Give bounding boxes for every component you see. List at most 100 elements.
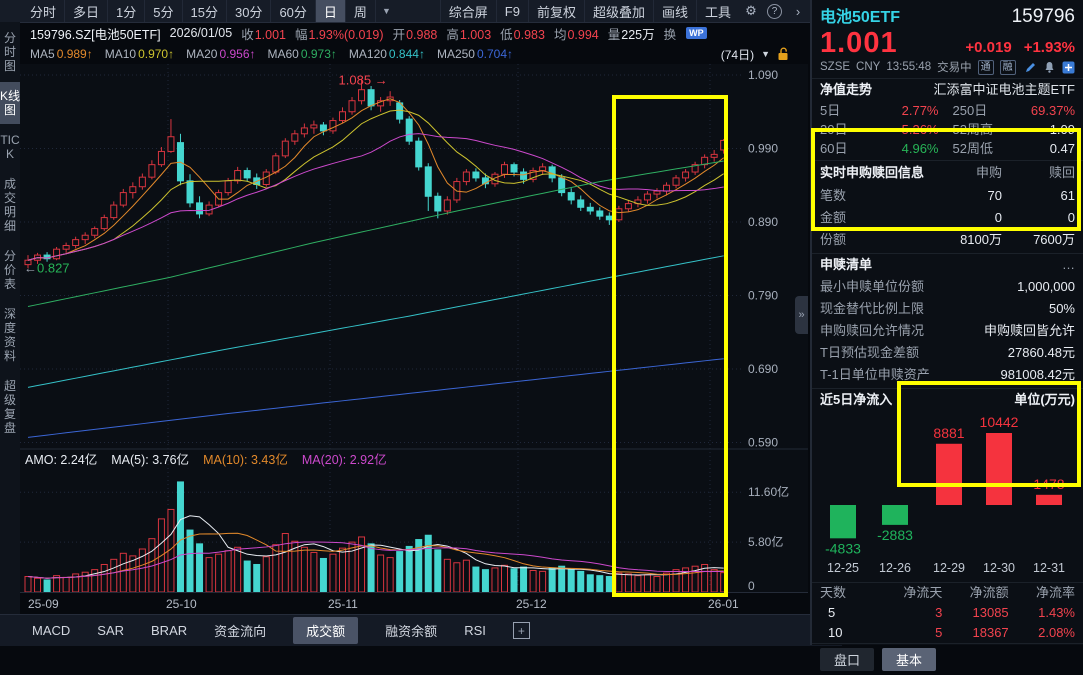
open-field: 开0.988 <box>392 27 438 42</box>
nav-row: 60日 4.96% 52周低 0.47 <box>820 141 1075 156</box>
sidebar-item-kline-selected[interactable]: K线图 <box>0 82 20 124</box>
tab-turnover-selected[interactable]: 成交额 <box>293 617 359 644</box>
quote-header: 电池50ETF 159796 1.001 +0.019 +1.93% SZSE … <box>812 0 1083 78</box>
more-icon[interactable]: … <box>1062 257 1075 272</box>
forward-adjust-button[interactable]: 前复权 <box>527 0 584 22</box>
tab-weekly[interactable]: 周 <box>346 0 376 22</box>
symbol-label: 159796.SZ[电池50ETF] <box>30 27 161 42</box>
x-tick: 25-09 <box>28 597 59 611</box>
svg-text:5.80亿: 5.80亿 <box>748 534 783 549</box>
svg-text:-4833: -4833 <box>825 540 861 556</box>
tab-order-book[interactable]: 盘口 <box>820 648 875 671</box>
tab-macd[interactable]: MACD <box>32 623 71 638</box>
tab-basic-selected[interactable]: 基本 <box>882 648 937 671</box>
help-icon[interactable]: ? <box>767 3 782 19</box>
price-change-pct: +1.93% <box>1023 39 1075 56</box>
draw-line-button[interactable]: 画线 <box>652 0 696 22</box>
svg-text:1.090: 1.090 <box>748 68 778 82</box>
f9-button[interactable]: F9 <box>495 0 528 22</box>
tab-rsi[interactable]: RSI <box>464 623 486 638</box>
sidebar-item-trade-detail[interactable]: 成交明细 <box>3 177 16 233</box>
tab-30min[interactable]: 30分 <box>227 0 272 22</box>
svg-text:12-26: 12-26 <box>879 561 911 575</box>
composite-screen-button[interactable]: 综合屏 <box>439 0 496 22</box>
sidebar-item-price-table[interactable]: 分价表 <box>3 249 16 291</box>
left-sidebar: 分时图 K线图 TICK 成交明细 分价表 深度资料 超级复盘 <box>0 22 20 614</box>
unlock-icon[interactable] <box>777 47 790 61</box>
alert-bell-icon[interactable] <box>1043 61 1056 74</box>
ma120-item: MA120 0.844↑ <box>348 47 425 61</box>
svg-text:12-31: 12-31 <box>1033 561 1065 575</box>
subscribe-col-header: 申购 <box>975 165 1002 180</box>
tab-multiday[interactable]: 多日 <box>65 0 109 22</box>
realtime-section-title: 实时申购赎回信息 <box>820 165 925 180</box>
period-selector[interactable]: (74日) ▼ <box>721 46 818 63</box>
realtime-row-shares: 份额 8100万 7600万 <box>820 232 1075 247</box>
table-row: 10 5 18367 2.08% <box>828 625 1075 640</box>
etf-name: 电池50ETF <box>820 9 901 26</box>
connect-badge: 通 <box>977 59 994 75</box>
tab-sar[interactable]: SAR <box>97 623 125 638</box>
trading-status: 交易中 <box>937 62 972 74</box>
x-tick: 25-10 <box>166 597 197 611</box>
tab-15min[interactable]: 15分 <box>183 0 227 22</box>
nav-row: 20日 5.26% 52周高 1.09 <box>820 122 1075 137</box>
svg-text:0.790: 0.790 <box>748 289 778 303</box>
add-indicator-icon[interactable]: + <box>512 622 530 639</box>
ma60-item: MA60 0.973↑ <box>267 47 337 61</box>
tab-fenshi[interactable]: 分时 <box>22 0 66 22</box>
tools-button[interactable]: 工具 <box>695 0 739 22</box>
svg-text:8881: 8881 <box>933 425 964 441</box>
nav-section-title[interactable]: 净值走势 <box>820 82 873 97</box>
list-row: T日预估现金差额 27860.48元 <box>820 345 1075 360</box>
sidebar-item-tick[interactable]: TICK <box>0 133 20 161</box>
edit-pencil-icon[interactable] <box>1024 61 1037 74</box>
kline-svg[interactable]: 1.090 0.990 0.890 0.790 0.690 0.590 11.60亿 5.80… <box>20 64 808 593</box>
sidebar-item-depth-info[interactable]: 深度资料 <box>3 307 16 363</box>
amo-ma10: MA(10): 3.43亿 <box>203 453 288 467</box>
exchange-label: SZSE <box>820 61 851 73</box>
sidebar-item-timeshare[interactable]: 分时图 <box>3 31 16 73</box>
tab-money-flow[interactable]: 资金流向 <box>214 624 267 639</box>
etf-code: 159796 <box>1011 6 1075 27</box>
tab-daily-selected[interactable]: 日 <box>315 0 346 22</box>
x-axis: 25-09 25-10 25-11 25-12 26-01 <box>20 592 808 615</box>
amo-value: AMO: 2.24亿 <box>25 453 98 467</box>
tab-brar[interactable]: BRAR <box>151 623 188 638</box>
quote-time: 13:55:48 <box>886 61 932 73</box>
svg-text:-2883: -2883 <box>877 527 913 543</box>
svg-text:0.590: 0.590 <box>748 436 778 450</box>
ma5-item: MA5 0.989↑ <box>30 47 93 61</box>
candlestick-layer <box>24 78 728 593</box>
list-section-title: 申赎清单 <box>820 257 873 272</box>
svg-text:10442: 10442 <box>980 414 1019 430</box>
low-field: 低0.983 <box>500 27 545 42</box>
tab-5min[interactable]: 5分 <box>145 0 183 22</box>
indicator-tab-bar: MACD SAR BRAR 资金流向 成交额 融资余额 RSI + <box>0 614 842 646</box>
close-field: 收1.001 <box>241 27 286 42</box>
sidebar-item-super-replay[interactable]: 超级复盘 <box>3 379 16 435</box>
list-row: T-1日单位申赎资产 981008.42元 <box>820 367 1075 382</box>
tab-margin-balance[interactable]: 融资余额 <box>385 624 438 639</box>
chevron-down-icon[interactable]: ▼ <box>381 6 391 16</box>
tab-1min[interactable]: 1分 <box>108 0 146 22</box>
net-inflow-bar-chart[interactable]: -4833 12-25 -2883 12-26 8881 12-29 10442 12-30 1… <box>812 411 1083 579</box>
svg-text:12-30: 12-30 <box>983 561 1015 575</box>
wp-badge[interactable]: WP <box>686 27 707 39</box>
kline-chart-area[interactable]: 1.090 0.990 0.890 0.790 0.690 0.590 11.60亿 5.80… <box>20 64 808 593</box>
svg-text:0: 0 <box>748 579 755 592</box>
super-overlay-button[interactable]: 超级叠加 <box>583 0 653 22</box>
flow-unit-label: 单位(万元) <box>1014 392 1075 407</box>
svg-text:1478: 1478 <box>1033 476 1064 492</box>
panel-collapse-handle[interactable]: » <box>795 296 808 334</box>
ma10-item: MA10 0.970↑ <box>104 47 175 61</box>
nav-row: 5日 2.77% 250日 69.37% <box>820 103 1075 118</box>
list-row: 现金替代比例上限 50% <box>820 301 1075 316</box>
chevron-right-icon[interactable]: › <box>795 3 801 19</box>
gear-icon[interactable]: ⚙ <box>745 3 757 18</box>
tab-60min[interactable]: 60分 <box>271 0 316 22</box>
list-row: 最小申赎单位份额 1,000,000 <box>820 279 1075 294</box>
svg-text:12-25: 12-25 <box>827 561 859 575</box>
add-plus-icon[interactable] <box>1062 61 1075 74</box>
